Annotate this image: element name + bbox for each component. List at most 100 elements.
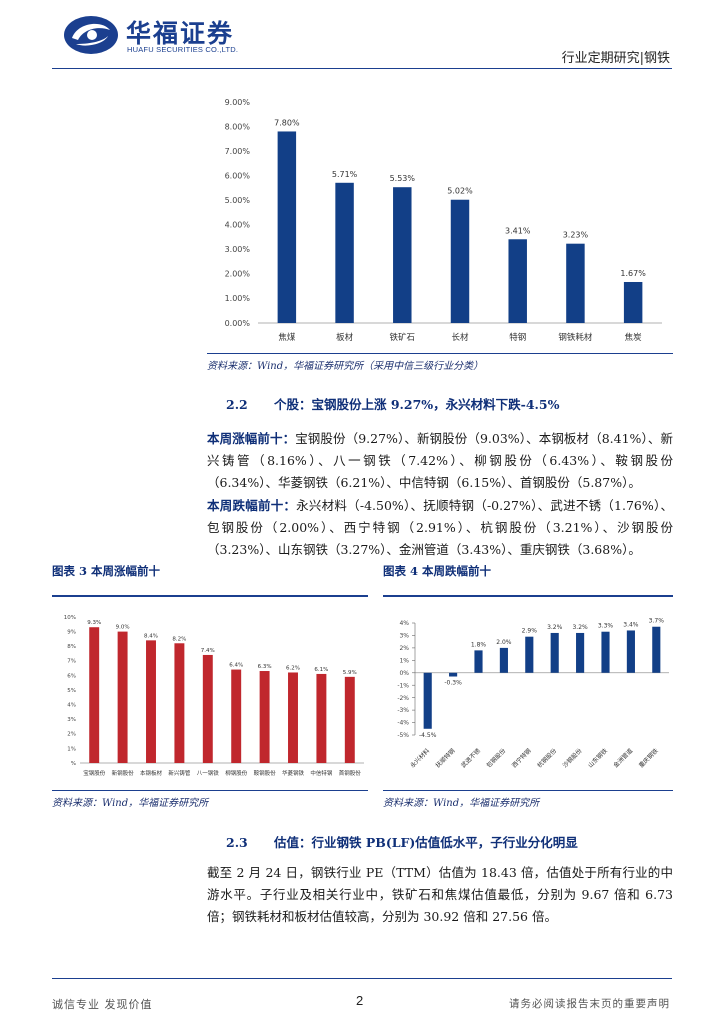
y-tick-label: 9.00% (225, 98, 251, 107)
section-2-2-heading: 2.2 个股：宝钢股份上涨 9.27%，永兴材料下跌-4.5% (226, 394, 560, 413)
data-label: 3.23% (563, 231, 589, 240)
header-divider (52, 68, 672, 69)
y-tick-label: 1% (399, 657, 409, 664)
bar (576, 632, 585, 673)
data-label: 6.2% (286, 665, 300, 671)
category-label: 钢铁耗材 (558, 332, 593, 343)
bar (117, 631, 128, 763)
section-number: 2.3 (226, 835, 248, 850)
section-title: 个股：宝钢股份上涨 9.27%，永兴材料下跌-4.5% (274, 397, 560, 412)
y-tick-label: 2% (399, 645, 409, 652)
data-label: -0.3% (444, 680, 462, 687)
bar (288, 672, 298, 763)
data-label: -4.5% (419, 732, 437, 739)
bar (450, 199, 470, 323)
category-label: 抚顺特钢 (434, 747, 457, 770)
bar (626, 630, 635, 673)
footer-divider (52, 978, 672, 979)
bar (474, 650, 483, 673)
bar (508, 239, 527, 323)
data-label: 8.4% (144, 633, 158, 639)
category-label: 武进不锈 (459, 747, 482, 770)
category-label: 包钢股份 (485, 747, 508, 770)
losers-text: 永兴材料（-4.50%）、抚顺特钢（-0.27%）、武进不锈（1.76%）、包钢… (207, 498, 673, 557)
bar (566, 243, 585, 323)
data-label: 1.67% (620, 269, 646, 278)
top-losers-bar-chart: -5% -4% -3% -2% -1% 0% 1% 2% 3% 4% -4.5% 永兴材料 -0.3% 抚… (397, 618, 669, 770)
y-tick-label: 6.00% (225, 171, 251, 180)
bar (550, 632, 559, 673)
category-label: 西宁特钢 (510, 747, 533, 770)
y-tick-label: 5.00% (225, 196, 251, 205)
bar (344, 676, 355, 763)
valuation-paragraph: 截至 2 月 24 日，钢铁行业 PE（TTM）估值为 18.43 倍，估值处于… (207, 865, 673, 924)
category-label: 长材 (451, 332, 469, 343)
data-label: 2.9% (522, 628, 538, 635)
category-label: 沙钢股份 (561, 747, 584, 770)
figure3-caption: 图表 3 本周涨幅前十 (52, 564, 161, 578)
category-label: 中信特钢 (310, 769, 333, 777)
y-tick-label: 4% (67, 703, 76, 709)
figure2-source-divider (207, 353, 673, 354)
figure4-source: 资料来源：Wind，华福证券研究所 (383, 798, 540, 809)
y-tick-label: 8.00% (225, 122, 251, 131)
footer-slogan: 诚信专业 发现价值 (52, 998, 153, 1011)
category-label: 鞍钢股份 (254, 769, 277, 777)
data-label: 2.0% (496, 639, 512, 646)
y-tick-label: -4% (397, 720, 409, 727)
bar (174, 643, 185, 763)
category-label: 新兴铸管 (168, 769, 191, 777)
losers-lead: 本周跌幅前十： (207, 498, 297, 513)
y-tick-label: -2% (397, 695, 409, 702)
page-number: 2 (356, 993, 364, 1008)
y-tick-label: 3% (399, 633, 409, 640)
category-label: 重庆钢铁 (637, 747, 660, 770)
y-tick-label: 4.00% (225, 221, 251, 230)
category-label: 本钢板材 (140, 769, 163, 777)
y-tick-label: 10% (64, 615, 76, 621)
y-tick-label: 0.00% (225, 319, 251, 328)
bar (499, 647, 508, 673)
y-tick-label: 7% (67, 659, 76, 665)
figure4-source-divider (383, 790, 673, 791)
y-tick-label: 1% (67, 746, 76, 752)
y-tick-label: -5% (397, 732, 409, 739)
data-label: 3.7% (649, 618, 665, 625)
huafu-logo-icon (64, 16, 118, 54)
data-label: 5.02% (447, 187, 473, 196)
bar (277, 131, 297, 323)
category-label: 首钢股份 (339, 769, 362, 777)
y-tick-label: -3% (397, 707, 409, 714)
bar (652, 626, 661, 673)
section-title: 估值：行业钢铁 PB(LF)估值低水平，子行业分化明显 (274, 835, 578, 850)
y-tick-label: 6% (67, 673, 76, 679)
category-label: 新钢股份 (112, 769, 135, 777)
figure3-top-rule (52, 595, 368, 597)
gainers-text: 宝钢股份（9.27%）、新钢股份（9.03%）、本钢板材（8.41%）、新兴铸管… (207, 431, 673, 490)
data-label: 3.41% (505, 226, 531, 235)
bar (393, 187, 412, 323)
category-label: 金洲管道 (612, 747, 635, 770)
report-type: 行业定期研究|钢铁 (561, 51, 670, 66)
category-label: 宝钢股份 (83, 769, 106, 777)
gainers-paragraph: 本周涨幅前十：宝钢股份（9.27%）、新钢股份（9.03%）、本钢板材（8.41… (207, 428, 673, 494)
category-label: 八一钢铁 (197, 769, 220, 777)
bar (316, 673, 327, 763)
category-label: 焦炭 (625, 332, 643, 343)
category-label: 华菱钢铁 (282, 769, 305, 777)
data-label: 3.2% (547, 624, 563, 631)
bar (89, 627, 100, 763)
figure3-source: 资料来源：Wind，华福证券研究所 (52, 798, 209, 809)
losers-paragraph: 本周跌幅前十：永兴材料（-4.50%）、抚顺特钢（-0.27%）、武进不锈（1.… (207, 495, 673, 561)
y-tick-label: 7.00% (225, 147, 251, 156)
data-label: 8.2% (172, 636, 186, 642)
bar (146, 640, 156, 763)
y-tick-label: 2% (67, 732, 76, 738)
figure4-caption: 图表 4 本周跌幅前十 (383, 564, 492, 578)
data-label: 1.8% (471, 641, 487, 648)
footer-disclaimer: 请务必阅读报告末页的重要声明 (509, 998, 670, 1010)
bar (525, 636, 534, 673)
data-label: 3.3% (598, 623, 614, 630)
data-label: 6.1% (314, 667, 328, 673)
data-label: 6.3% (258, 664, 272, 670)
